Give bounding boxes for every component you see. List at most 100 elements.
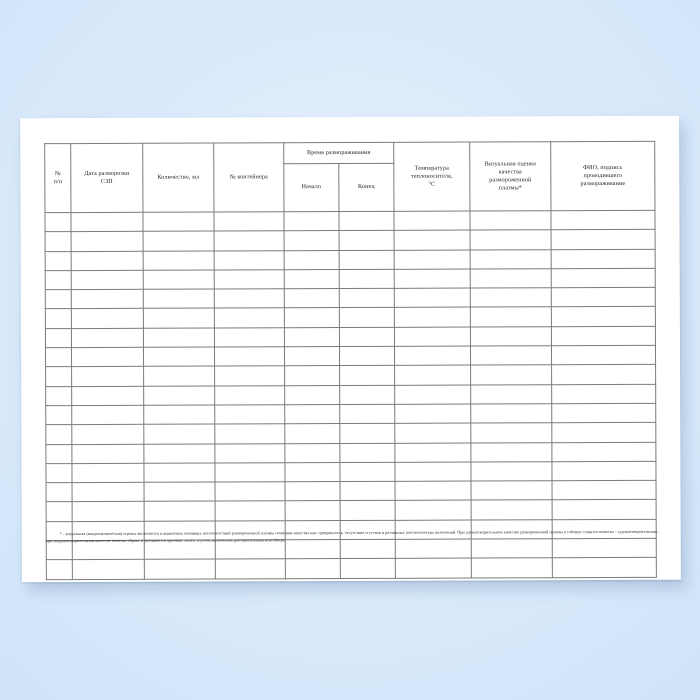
table-cell-num[interactable] — [46, 482, 73, 503]
table-cell-end[interactable] — [339, 423, 395, 444]
table-cell-amount[interactable] — [143, 443, 215, 464]
table-cell-end[interactable] — [338, 211, 395, 231]
table-cell-start[interactable] — [285, 481, 341, 502]
table-cell-end[interactable] — [339, 230, 395, 251]
table-cell-visual[interactable] — [470, 230, 552, 250]
table-cell-container[interactable] — [214, 308, 285, 328]
table-cell-container[interactable] — [214, 269, 285, 290]
table-cell-num[interactable] — [45, 405, 72, 425]
table-cell-date[interactable] — [71, 463, 145, 483]
table-cell-date[interactable] — [70, 212, 144, 232]
table-row[interactable] — [45, 326, 656, 348]
table-cell-container[interactable] — [214, 346, 285, 367]
table-cell-start[interactable] — [284, 365, 340, 386]
table-cell-visual[interactable] — [470, 403, 552, 424]
table-cell-amount[interactable] — [143, 289, 215, 309]
table-cell-date[interactable] — [72, 482, 145, 503]
table-cell-container[interactable] — [214, 250, 285, 270]
table-cell-amount[interactable] — [143, 366, 215, 386]
table-cell-container[interactable] — [213, 211, 285, 232]
table-cell-visual[interactable] — [470, 287, 552, 308]
table-cell-fio[interactable] — [552, 499, 657, 520]
table-cell-visual[interactable] — [471, 558, 553, 578]
table-cell-date[interactable] — [71, 289, 144, 310]
table-cell-temp[interactable] — [394, 404, 471, 424]
table-cell-fio[interactable] — [551, 268, 656, 288]
table-cell-start[interactable] — [284, 327, 340, 347]
table-cell-visual[interactable] — [471, 480, 553, 501]
table-cell-visual[interactable] — [471, 500, 553, 520]
table-cell-end[interactable] — [339, 404, 395, 424]
table-cell-end[interactable] — [340, 481, 396, 501]
table-cell-num[interactable] — [45, 386, 72, 406]
table-cell-start[interactable] — [284, 404, 340, 425]
table-cell-amount[interactable] — [144, 559, 216, 579]
table-cell-amount[interactable] — [143, 347, 215, 367]
table-row[interactable] — [45, 384, 656, 406]
table-cell-num[interactable] — [45, 424, 72, 445]
table-cell-start[interactable] — [284, 308, 340, 328]
table-row[interactable] — [44, 210, 656, 232]
table-cell-temp[interactable] — [394, 461, 472, 482]
table-cell-end[interactable] — [339, 327, 395, 347]
table-cell-date[interactable] — [71, 424, 144, 445]
table-cell-amount[interactable] — [143, 385, 215, 406]
table-cell-start[interactable] — [284, 385, 340, 405]
table-cell-container[interactable] — [214, 288, 285, 309]
table-cell-end[interactable] — [339, 346, 395, 366]
table-cell-amount[interactable] — [144, 501, 216, 522]
table-row[interactable] — [46, 480, 657, 503]
table-cell-temp[interactable] — [394, 346, 471, 366]
table-cell-fio[interactable] — [551, 384, 656, 404]
table-cell-num[interactable] — [45, 444, 72, 464]
table-cell-start[interactable] — [283, 211, 340, 232]
table-cell-date[interactable] — [72, 501, 145, 522]
table-cell-container[interactable] — [215, 501, 286, 521]
table-cell-visual[interactable] — [470, 442, 552, 462]
table-cell-temp[interactable] — [393, 211, 471, 231]
table-cell-start[interactable] — [284, 269, 340, 289]
table-cell-container[interactable] — [214, 385, 285, 405]
table-cell-amount[interactable] — [142, 212, 215, 232]
table-cell-num[interactable] — [45, 366, 72, 387]
table-cell-date[interactable] — [71, 270, 144, 290]
table-cell-num[interactable] — [46, 559, 73, 580]
table-cell-amount[interactable] — [143, 231, 215, 251]
table-cell-container[interactable] — [214, 231, 285, 251]
table-cell-container[interactable] — [214, 424, 285, 444]
table-cell-container[interactable] — [214, 462, 286, 483]
table-cell-visual[interactable] — [470, 307, 552, 327]
table-cell-temp[interactable] — [394, 384, 471, 405]
table-cell-container[interactable] — [215, 481, 286, 502]
table-cell-fio[interactable] — [551, 422, 656, 443]
table-cell-end[interactable] — [339, 365, 395, 386]
table-cell-temp[interactable] — [394, 268, 471, 289]
table-cell-fio[interactable] — [552, 480, 657, 501]
table-cell-temp[interactable] — [394, 442, 471, 463]
table-cell-fio[interactable] — [551, 306, 656, 327]
table-cell-temp[interactable] — [394, 249, 471, 270]
table-cell-amount[interactable] — [144, 482, 216, 502]
table-cell-fio[interactable] — [551, 461, 657, 481]
table-row[interactable] — [46, 499, 657, 522]
table-cell-num[interactable] — [45, 231, 72, 252]
table-cell-fio[interactable] — [551, 441, 656, 462]
table-cell-end[interactable] — [339, 269, 395, 289]
table-cell-amount[interactable] — [143, 250, 215, 271]
table-cell-container[interactable] — [215, 559, 286, 579]
table-cell-date[interactable] — [71, 405, 144, 425]
table-cell-end[interactable] — [339, 307, 395, 328]
table-cell-temp[interactable] — [394, 423, 471, 443]
table-cell-num[interactable] — [45, 463, 73, 483]
table-row[interactable] — [45, 345, 656, 368]
table-cell-start[interactable] — [284, 346, 340, 367]
table-row[interactable] — [45, 229, 656, 252]
table-cell-date[interactable] — [71, 328, 144, 348]
table-cell-date[interactable] — [71, 231, 144, 252]
table-cell-num[interactable] — [45, 309, 72, 329]
table-row[interactable] — [45, 403, 656, 425]
table-cell-start[interactable] — [285, 500, 341, 521]
table-cell-start[interactable] — [284, 462, 341, 482]
table-cell-end[interactable] — [339, 385, 395, 405]
table-cell-container[interactable] — [214, 366, 285, 386]
